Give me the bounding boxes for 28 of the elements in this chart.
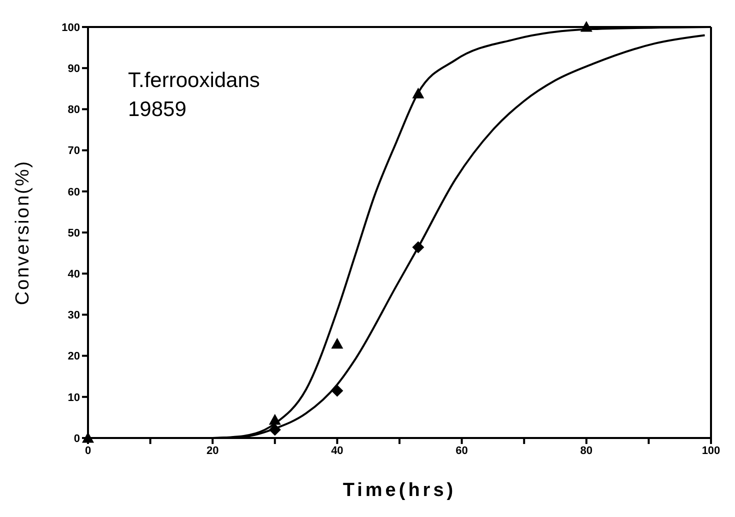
point <box>412 241 424 254</box>
y-tick-label: 80 <box>68 104 80 116</box>
y-tick-label: 10 <box>68 392 80 404</box>
x-tick-label: 40 <box>331 444 344 457</box>
y-tick-label: 50 <box>68 227 80 240</box>
y-tick-label: 100 <box>62 22 80 34</box>
y-tick-label: 40 <box>68 268 80 281</box>
y-tick-label: 30 <box>68 310 80 322</box>
y-tick-label: 20 <box>68 350 80 363</box>
point <box>331 338 344 349</box>
x-tick-label: 20 <box>206 444 219 457</box>
x-axis-title: Time(hrs) <box>342 480 456 501</box>
annotation: 19859 <box>128 97 188 123</box>
point <box>268 414 281 425</box>
x-tick-label: 80 <box>580 444 593 457</box>
annotation: T.ferrooxidans <box>128 68 260 94</box>
point <box>580 21 592 32</box>
point <box>331 384 344 397</box>
x-tick-label: 0 <box>84 444 92 457</box>
x-tick-label: 100 <box>702 444 720 457</box>
y-axis-title: Conversion(%) <box>12 160 34 306</box>
y-tick-label: 90 <box>68 63 80 76</box>
y-tick-label: 70 <box>68 145 80 158</box>
y-tick-label: 60 <box>68 186 80 198</box>
point <box>412 88 424 98</box>
y-tick-label: 0 <box>74 432 80 445</box>
point <box>268 424 281 436</box>
x-tick-label: 60 <box>456 444 468 457</box>
